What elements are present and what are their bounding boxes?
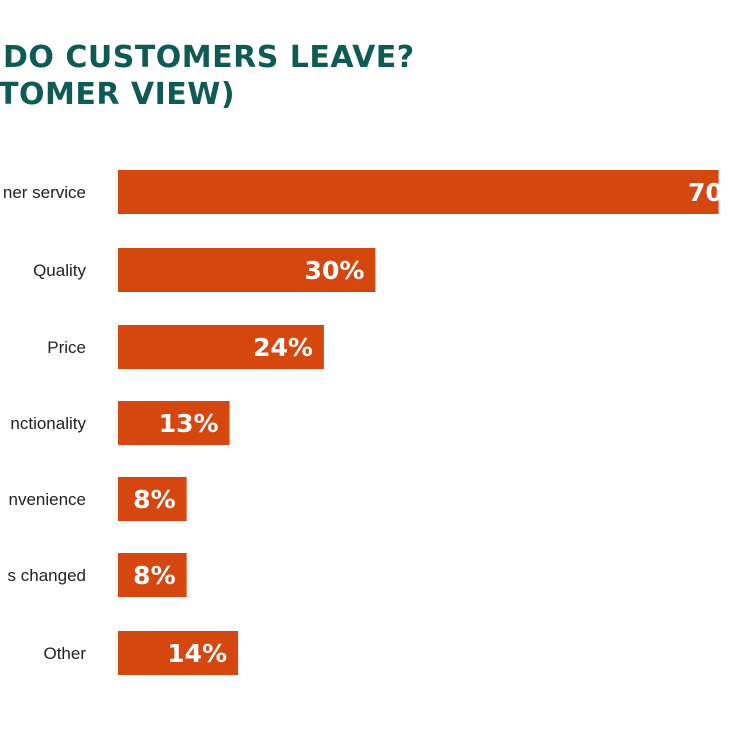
chart-title-line-2: TOMER VIEW) <box>0 77 236 112</box>
value-label-0: 70% <box>688 178 730 207</box>
bar-5 <box>118 553 187 597</box>
value-label-3: 13% <box>159 409 219 438</box>
category-label-0: ner service <box>3 183 86 202</box>
bar-4 <box>118 477 187 521</box>
bar-3 <box>118 401 230 445</box>
category-label-6: Other <box>43 644 86 663</box>
category-label-3: nctionality <box>10 414 86 433</box>
value-label-2: 24% <box>253 333 313 362</box>
value-label-4: 8% <box>133 485 175 514</box>
bar-1 <box>118 248 376 292</box>
value-label-5: 8% <box>133 561 175 590</box>
category-label-5: s changed <box>8 566 86 585</box>
category-label-2: Price <box>47 338 86 357</box>
bar-6 <box>118 631 239 675</box>
category-label-1: Quality <box>33 261 86 280</box>
value-label-1: 30% <box>305 256 365 285</box>
chart-title-line-1: DO CUSTOMERS LEAVE? <box>3 40 415 75</box>
value-label-6: 14% <box>167 639 227 668</box>
bar-2 <box>118 325 324 369</box>
category-label-4: nvenience <box>8 490 86 509</box>
bar-0 <box>118 170 719 214</box>
